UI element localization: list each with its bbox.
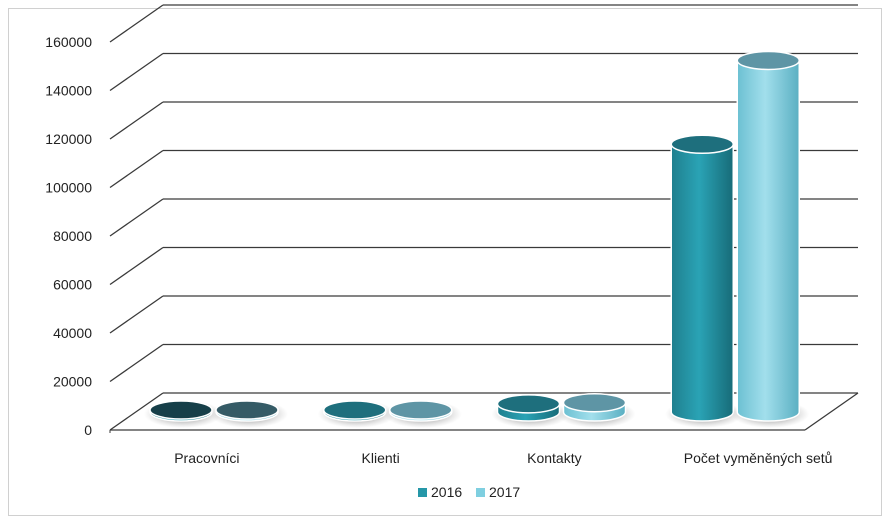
chart-frame [8, 8, 882, 516]
y-tick-label: 140000 [45, 83, 92, 99]
bar-top-2017-1 [389, 400, 453, 420]
y-tick-label: 40000 [53, 325, 92, 341]
x-tick-label: Pracovníci [174, 450, 239, 466]
grid-line-diagonal [109, 392, 164, 431]
grid-line-diagonal [109, 295, 164, 334]
x-tick-label: Klienti [362, 450, 400, 466]
bar-top-2016-2 [496, 394, 561, 414]
grid-line-diagonal [109, 149, 164, 189]
bar-top-2017-2 [562, 392, 627, 413]
bar-top-2016-1 [323, 400, 387, 420]
grid-line-diagonal [109, 52, 164, 92]
grid-line-diagonal [109, 343, 164, 383]
y-tick-label: 100000 [45, 180, 92, 196]
y-tick-label: 120000 [45, 131, 92, 147]
y-tick-label: 0 [84, 422, 92, 438]
x-tick-label: Kontakty [527, 450, 581, 466]
floor-right-edge [804, 392, 859, 431]
bar-top-2017-3 [736, 50, 800, 71]
grid-line-diagonal [109, 246, 164, 286]
grid-line-diagonal [109, 101, 164, 140]
legend-label-2017: 2017 [489, 484, 520, 500]
legend-swatch-2017 [476, 488, 485, 497]
bar-2016-3 [670, 143, 734, 422]
bar-top-2016-0 [149, 400, 213, 420]
y-tick-label: 20000 [53, 374, 92, 390]
grid-line-diagonal [109, 198, 164, 237]
legend-label-2016: 2016 [431, 484, 462, 500]
bar-2017-3 [736, 59, 800, 422]
y-tick-label: 160000 [45, 34, 92, 50]
y-tick-label: 80000 [53, 228, 92, 244]
y-tick-label: 60000 [53, 277, 92, 293]
bar-top-2016-3 [670, 134, 734, 155]
bar-top-2017-0 [215, 400, 279, 420]
x-tick-label: Počet vyměněných setů [684, 450, 833, 466]
grid-line-diagonal [109, 4, 164, 43]
legend-swatch-2016 [418, 488, 427, 497]
